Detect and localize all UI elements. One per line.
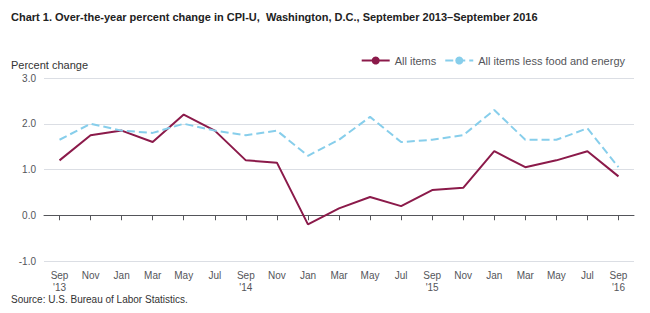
svg-text:May: May — [547, 270, 566, 281]
svg-text:3.0: 3.0 — [22, 73, 36, 84]
svg-text:Mar: Mar — [517, 270, 535, 281]
svg-text:Jan: Jan — [300, 270, 316, 281]
svg-text:May: May — [174, 270, 193, 281]
svg-text:Mar: Mar — [330, 270, 348, 281]
svg-text:Jul: Jul — [208, 270, 221, 281]
svg-text:Sep: Sep — [237, 270, 255, 281]
svg-text:Nov: Nov — [82, 270, 100, 281]
svg-text:Percent change: Percent change — [11, 59, 88, 71]
svg-text:Nov: Nov — [268, 270, 286, 281]
svg-text:Chart 1. Over-the-year percent: Chart 1. Over-the-year percent change in… — [11, 11, 538, 23]
svg-text:Jul: Jul — [395, 270, 408, 281]
svg-text:2.0: 2.0 — [22, 118, 36, 129]
svg-text:Sep: Sep — [51, 270, 69, 281]
svg-text:Jan: Jan — [114, 270, 130, 281]
svg-text:'16: '16 — [612, 282, 625, 293]
svg-text:Jul: Jul — [581, 270, 594, 281]
svg-text:Jan: Jan — [486, 270, 502, 281]
svg-text:'13: '13 — [53, 282, 66, 293]
svg-text:All items less food and energy: All items less food and energy — [478, 55, 625, 67]
svg-text:'14: '14 — [239, 282, 252, 293]
svg-text:Sep: Sep — [610, 270, 628, 281]
svg-text:May: May — [361, 270, 380, 281]
svg-text:Sep: Sep — [423, 270, 441, 281]
svg-text:0.0: 0.0 — [22, 210, 36, 221]
svg-text:Nov: Nov — [454, 270, 472, 281]
svg-text:Mar: Mar — [144, 270, 162, 281]
svg-text:-1.0: -1.0 — [19, 256, 37, 267]
svg-text:Source: U.S. Bureau of Labor S: Source: U.S. Bureau of Labor Statistics. — [11, 294, 188, 305]
svg-text:1.0: 1.0 — [22, 164, 36, 175]
svg-text:'15: '15 — [426, 282, 439, 293]
svg-text:All items: All items — [395, 55, 437, 67]
